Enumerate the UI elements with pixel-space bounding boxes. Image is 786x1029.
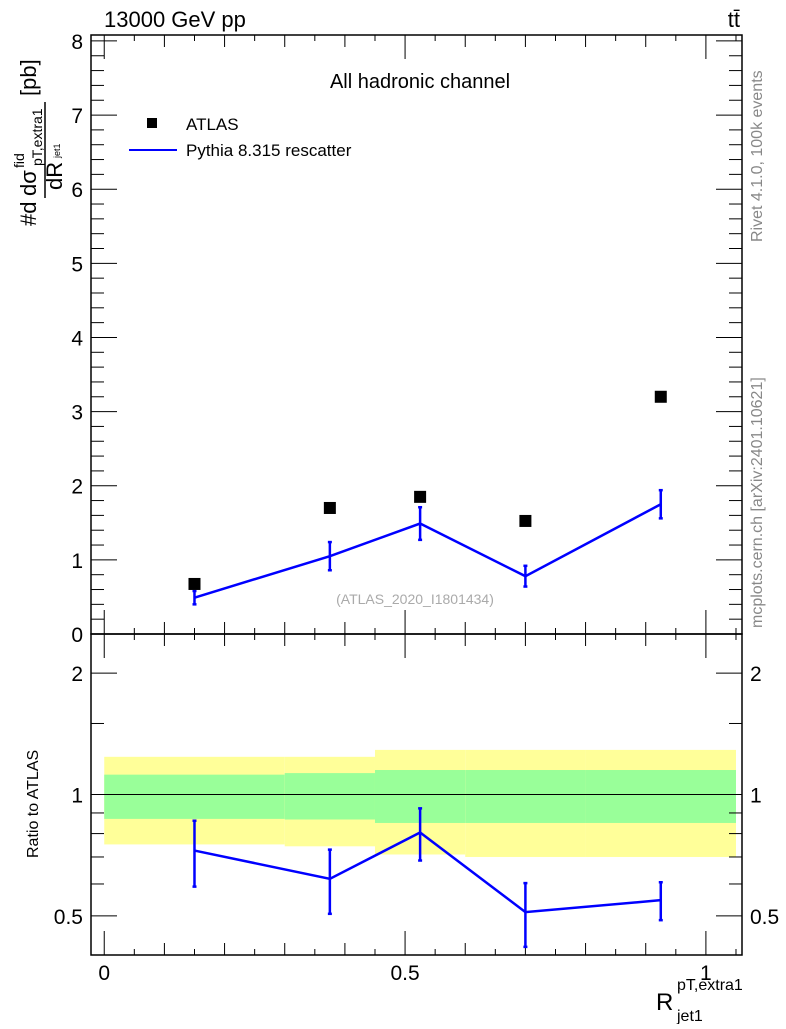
mcplots-label: mcplots.cern.ch [arXiv:2401.10621] bbox=[749, 377, 766, 628]
xlabel-sub: jet1 bbox=[676, 1008, 703, 1024]
atlas-data-point bbox=[188, 577, 201, 590]
header-right: tt̄ bbox=[728, 7, 740, 32]
ratio-y-tick-label: 2 bbox=[71, 663, 83, 686]
x-tick-label: 0.5 bbox=[390, 962, 419, 985]
ratio-y-tick-label: 1 bbox=[71, 785, 83, 808]
y-tick-label: 3 bbox=[71, 402, 83, 425]
x-tick-label: 1 bbox=[700, 962, 712, 985]
y-axis-label: #d dσ fid pT,extra1 dR jet1 [pb] bbox=[11, 59, 67, 226]
atlas-data-point bbox=[414, 490, 427, 503]
y-tick-label: 1 bbox=[71, 550, 83, 573]
band-inner bbox=[284, 773, 375, 820]
y-tick-label: 5 bbox=[71, 253, 83, 276]
legend: ATLAS Pythia 8.315 rescatter bbox=[129, 115, 352, 160]
ylabel-sup: fid bbox=[11, 153, 27, 168]
legend-atlas-label: ATLAS bbox=[186, 115, 239, 134]
atlas-data-point bbox=[519, 514, 532, 527]
ratio-y-label: Ratio to ATLAS bbox=[25, 750, 42, 858]
y-tick-label: 7 bbox=[71, 105, 83, 128]
y-tick-label: 0 bbox=[71, 624, 83, 647]
ylabel-den-sub: jet1 bbox=[52, 143, 62, 159]
x-tick-label: 0 bbox=[98, 962, 110, 985]
mc-line bbox=[194, 503, 662, 599]
y-tick-label: 4 bbox=[71, 327, 83, 350]
ratio-y-tick-label-right: 0.5 bbox=[750, 906, 779, 929]
band-inner bbox=[104, 774, 285, 819]
y-tick-label: 6 bbox=[71, 179, 83, 202]
band-inner bbox=[465, 770, 586, 823]
xlabel-sup: pT,extra1 bbox=[677, 977, 743, 994]
ylabel-denominator: dR bbox=[42, 162, 67, 190]
rivet-label: Rivet 4.1.0, 100k events bbox=[749, 70, 766, 242]
ratio-y-tick-label-right: 2 bbox=[750, 663, 762, 686]
legend-atlas-marker bbox=[147, 118, 157, 128]
ylabel-prefix: #d bbox=[16, 202, 41, 226]
atlas-data-point bbox=[654, 390, 667, 403]
ylabel-sub: pT,extra1 bbox=[29, 108, 45, 166]
y-tick-label: 2 bbox=[71, 476, 83, 499]
legend-mc-label: Pythia 8.315 rescatter bbox=[186, 141, 352, 160]
ratio-y-tick-label-right: 1 bbox=[750, 785, 762, 808]
header-left: 13000 GeV pp bbox=[104, 7, 246, 32]
ratio-y-tick-label: 0.5 bbox=[54, 906, 83, 929]
xlabel-main: R bbox=[656, 989, 673, 1016]
main-title: All hadronic channel bbox=[330, 71, 510, 93]
annotation: (ATLAS_2020_I1801434) bbox=[336, 591, 494, 607]
x-axis-label: R pT,extra1 jet1 bbox=[656, 977, 743, 1025]
band-inner bbox=[585, 770, 736, 823]
ylabel-unit: [pb] bbox=[16, 59, 41, 96]
atlas-data-point bbox=[323, 501, 336, 514]
y-tick-label: 8 bbox=[71, 31, 83, 54]
ylabel-numerator: dσ bbox=[16, 170, 41, 196]
